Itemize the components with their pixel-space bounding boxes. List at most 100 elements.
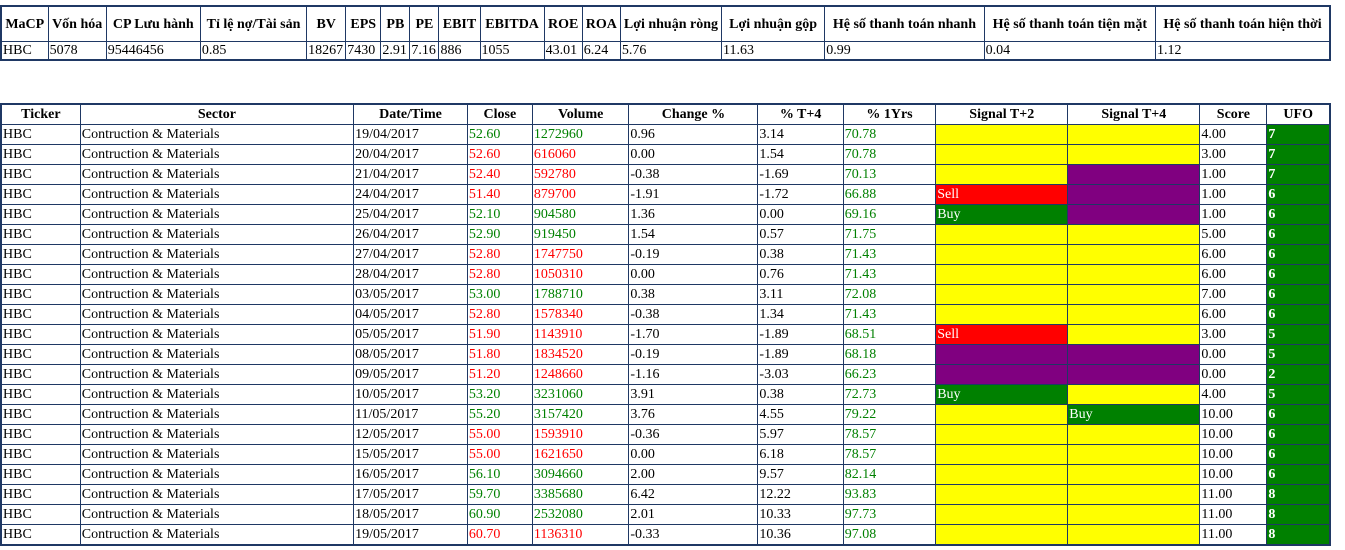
- summary-col-header: Hệ số thanh toán hiện thời: [1154, 5, 1331, 42]
- volume-cell: 1136310: [531, 524, 630, 546]
- date-cell: 17/05/2017: [353, 484, 468, 505]
- ticker-cell: HBC: [0, 344, 81, 365]
- change-cell: -0.38: [628, 164, 759, 185]
- close-cell: 52.60: [466, 124, 533, 145]
- signal-t2-cell: [935, 344, 1069, 365]
- signal-t4-cell: Buy: [1067, 404, 1201, 425]
- close-cell: 59.70: [466, 484, 533, 505]
- volume-cell: 3094660: [531, 464, 630, 485]
- close-cell: 52.10: [466, 204, 533, 225]
- close-cell: 52.90: [466, 224, 533, 245]
- summary-header-row: MaCP Vốn hóa CP Lưu hành Tỉ lệ nợ/Tài sản BV…: [0, 5, 1331, 42]
- date-cell: 24/04/2017: [353, 184, 468, 205]
- t4-cell: -1.69: [757, 164, 844, 185]
- summary-col-header: PE: [409, 5, 440, 42]
- score-cell: 1.00: [1199, 164, 1268, 185]
- signal-t4-cell: [1067, 344, 1201, 365]
- close-cell: 60.70: [466, 524, 533, 546]
- close-cell: 55.20: [466, 404, 533, 425]
- one-year-cell: 97.08: [842, 524, 937, 546]
- history-col-header: Change %: [628, 103, 759, 125]
- ufo-cell: 5: [1266, 324, 1331, 345]
- history-col-header: Close: [466, 103, 533, 125]
- score-cell: 0.00: [1199, 344, 1268, 365]
- signal-t2-cell: Sell: [935, 184, 1069, 205]
- close-cell: 52.80: [466, 264, 533, 285]
- signal-t2-cell: [935, 424, 1069, 445]
- sector-cell: Contruction & Materials: [79, 324, 355, 345]
- change-cell: -0.19: [628, 244, 759, 265]
- t4-cell: 0.38: [757, 384, 844, 405]
- one-year-cell: 69.16: [842, 204, 937, 225]
- change-cell: 3.76: [628, 404, 759, 425]
- t4-cell: 10.36: [757, 524, 844, 546]
- summary-cell: HBC: [0, 41, 49, 61]
- volume-cell: 1747750: [531, 244, 630, 265]
- one-year-cell: 68.18: [842, 344, 937, 365]
- summary-cell: 0.85: [199, 41, 308, 61]
- table-row: HBC Contruction & Materials 19/05/2017 60.7…: [0, 524, 1331, 546]
- summary-col-header: Lợi nhuận ròng: [619, 5, 723, 42]
- date-cell: 28/04/2017: [353, 264, 468, 285]
- table-row: HBC Contruction & Materials 15/05/2017 55.0…: [0, 444, 1331, 465]
- summary-col-header: Lợi nhuận gộp: [721, 5, 826, 42]
- t4-cell: 1.34: [757, 304, 844, 325]
- summary-col-header: MaCP: [0, 5, 49, 42]
- t4-cell: 0.76: [757, 264, 844, 285]
- summary-cell: 95446456: [105, 41, 201, 61]
- ufo-cell: 6: [1266, 224, 1331, 245]
- date-cell: 20/04/2017: [353, 144, 468, 165]
- history-body: HBC Contruction & Materials 19/04/2017 52.6…: [0, 124, 1331, 546]
- close-cell: 52.80: [466, 304, 533, 325]
- ticker-cell: HBC: [0, 464, 81, 485]
- one-year-cell: 97.73: [842, 504, 937, 525]
- t4-cell: -1.72: [757, 184, 844, 205]
- ufo-cell: 6: [1266, 184, 1331, 205]
- close-cell: 52.60: [466, 144, 533, 165]
- ticker-cell: HBC: [0, 424, 81, 445]
- one-year-cell: 78.57: [842, 444, 937, 465]
- volume-cell: 904580: [531, 204, 630, 225]
- signal-t4-cell: [1067, 184, 1201, 205]
- volume-cell: 1788710: [531, 284, 630, 305]
- date-cell: 25/04/2017: [353, 204, 468, 225]
- volume-cell: 2532080: [531, 504, 630, 525]
- price-history-table: Ticker Sector Date/Time Close Volume Change %…: [0, 103, 1331, 546]
- signal-t4-cell: [1067, 424, 1201, 445]
- date-cell: 26/04/2017: [353, 224, 468, 245]
- volume-cell: 1834520: [531, 344, 630, 365]
- ticker-cell: HBC: [0, 304, 81, 325]
- summary-col-header: ROE: [543, 5, 583, 42]
- one-year-cell: 78.57: [842, 424, 937, 445]
- score-cell: 5.00: [1199, 224, 1268, 245]
- change-cell: -1.91: [628, 184, 759, 205]
- date-cell: 15/05/2017: [353, 444, 468, 465]
- change-cell: 2.00: [628, 464, 759, 485]
- one-year-cell: 68.51: [842, 324, 937, 345]
- signal-t2-cell: Buy: [935, 384, 1069, 405]
- ticker-cell: HBC: [0, 484, 81, 505]
- one-year-cell: 66.23: [842, 364, 937, 385]
- close-cell: 51.90: [466, 324, 533, 345]
- one-year-cell: 71.43: [842, 264, 937, 285]
- sector-cell: Contruction & Materials: [79, 524, 355, 546]
- volume-cell: 1272960: [531, 124, 630, 145]
- score-cell: 11.00: [1199, 484, 1268, 505]
- signal-t4-cell: [1067, 504, 1201, 525]
- sector-cell: Contruction & Materials: [79, 404, 355, 425]
- signal-t2-cell: [935, 524, 1069, 546]
- one-year-cell: 82.14: [842, 464, 937, 485]
- history-col-header: Ticker: [0, 103, 81, 125]
- close-cell: 51.40: [466, 184, 533, 205]
- t4-cell: 9.57: [757, 464, 844, 485]
- summary-col-header: ROA: [581, 5, 621, 42]
- sector-cell: Contruction & Materials: [79, 484, 355, 505]
- ticker-cell: HBC: [0, 184, 81, 205]
- table-row: HBC Contruction & Materials 10/05/2017 53.2…: [0, 384, 1331, 405]
- t4-cell: 5.97: [757, 424, 844, 445]
- ufo-cell: 6: [1266, 204, 1331, 225]
- one-year-cell: 71.43: [842, 244, 937, 265]
- summary-cell: 11.63: [721, 41, 826, 61]
- ticker-cell: HBC: [0, 264, 81, 285]
- table-row: HBC Contruction & Materials 18/05/2017 60.9…: [0, 504, 1331, 525]
